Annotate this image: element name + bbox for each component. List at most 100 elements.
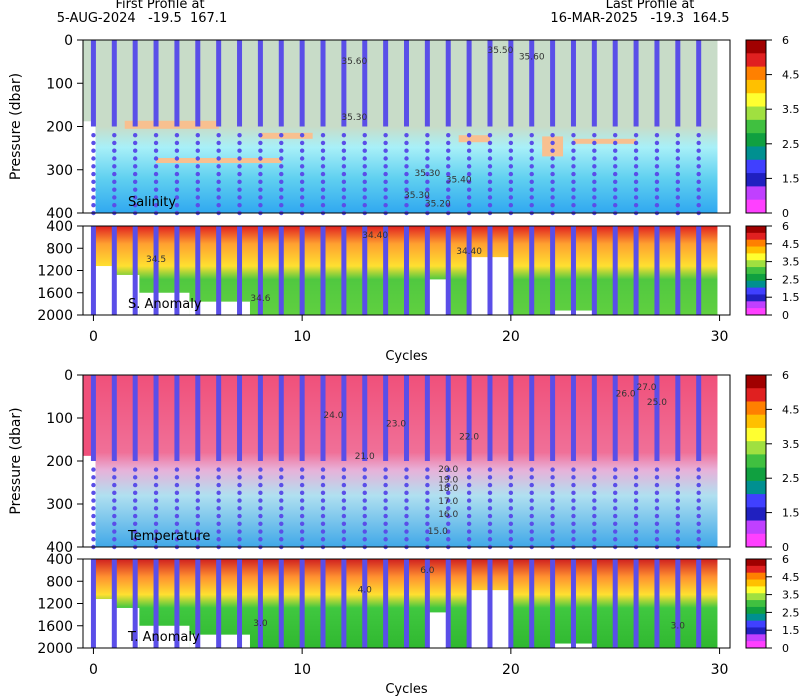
profile-dot bbox=[696, 203, 701, 208]
profile-dot bbox=[237, 140, 242, 146]
profile-dot bbox=[675, 164, 681, 169]
profile-dot bbox=[383, 498, 388, 503]
colorbar-swatch bbox=[746, 613, 766, 622]
profile-dot bbox=[633, 148, 639, 153]
profile-dot bbox=[279, 513, 284, 519]
profile-dot bbox=[299, 498, 305, 503]
profile-dot bbox=[529, 537, 534, 542]
profile-dot bbox=[153, 475, 159, 480]
profile-dot bbox=[487, 529, 493, 534]
field bbox=[427, 612, 449, 648]
profile bbox=[320, 375, 326, 550]
profile-dot bbox=[132, 467, 138, 472]
profile-dot bbox=[174, 513, 180, 519]
profile-dot bbox=[550, 513, 555, 519]
profile-dot bbox=[258, 475, 263, 480]
profile-dot bbox=[91, 482, 96, 488]
profile-dot bbox=[299, 156, 305, 161]
profile-dot bbox=[529, 148, 534, 153]
profile-dot bbox=[425, 203, 430, 208]
colorbar-swatch bbox=[746, 441, 766, 455]
profile-dot bbox=[592, 179, 597, 185]
profile-dot bbox=[675, 506, 681, 511]
y-tick-label: 400 bbox=[46, 206, 73, 222]
profile-dot bbox=[279, 179, 284, 185]
profile-dot bbox=[508, 140, 514, 146]
profile-dot bbox=[383, 164, 388, 169]
profile-dot bbox=[487, 179, 493, 185]
profile-dot bbox=[237, 195, 242, 200]
y-tick-label: 1600 bbox=[37, 286, 73, 302]
profile-dot bbox=[237, 164, 242, 169]
contour-label: 34.40 bbox=[362, 231, 388, 241]
colorbar-swatch bbox=[746, 593, 766, 601]
colorbar-swatch bbox=[746, 119, 766, 134]
profile-dot bbox=[195, 537, 200, 542]
colorbar-swatch bbox=[746, 253, 766, 261]
x-tick-label: 10 bbox=[293, 329, 311, 345]
profile-dot bbox=[425, 195, 430, 200]
profile bbox=[445, 375, 451, 550]
profile-dot bbox=[320, 140, 326, 146]
profile-dot bbox=[571, 490, 576, 496]
profile-dot bbox=[633, 529, 639, 534]
profile bbox=[591, 40, 597, 216]
colorbar-swatch bbox=[746, 159, 766, 174]
profile-dot bbox=[529, 482, 534, 488]
profile-dot bbox=[132, 506, 138, 511]
profile-dot bbox=[91, 195, 96, 200]
profile bbox=[174, 375, 180, 550]
profile-dot bbox=[383, 537, 388, 542]
colorbar-tick-label: 2.5 bbox=[782, 472, 800, 485]
profile-dot bbox=[654, 156, 660, 161]
y-tick-label: 200 bbox=[46, 454, 73, 470]
profile-dot bbox=[362, 490, 367, 496]
profile-dot bbox=[613, 195, 618, 200]
colorbar-swatch bbox=[746, 388, 766, 402]
profile-dot bbox=[592, 482, 597, 488]
colorbar-swatch bbox=[746, 533, 766, 548]
profile-dot bbox=[404, 203, 409, 208]
profile-dot bbox=[112, 467, 117, 472]
profile-dot bbox=[654, 203, 660, 208]
profile-dot bbox=[341, 156, 347, 161]
profile-dot bbox=[404, 498, 409, 503]
profile-dot bbox=[675, 529, 681, 534]
profile-dot bbox=[174, 506, 180, 511]
profile-dot bbox=[550, 156, 555, 161]
profile-dot bbox=[112, 164, 117, 169]
profile-dot bbox=[571, 529, 576, 534]
profile-dot bbox=[112, 475, 117, 480]
profile-dot bbox=[174, 195, 180, 200]
colorbar-swatch bbox=[746, 173, 766, 187]
profile-dot bbox=[153, 164, 159, 169]
profile-dot bbox=[613, 513, 618, 519]
profile-dot bbox=[299, 490, 305, 496]
profile-dot bbox=[487, 467, 493, 472]
profile-dot bbox=[132, 164, 138, 169]
profile-dot bbox=[216, 132, 221, 138]
colorbar-swatch bbox=[746, 260, 766, 268]
profile bbox=[529, 375, 535, 550]
profile-dot bbox=[320, 179, 326, 185]
profile-dot bbox=[613, 490, 618, 496]
profile-dot bbox=[279, 521, 284, 526]
colorbar-tick-label: 0 bbox=[782, 309, 789, 322]
profile-dot bbox=[341, 195, 347, 200]
colorbar-tick-label: 3.5 bbox=[782, 256, 800, 269]
profile-dot bbox=[633, 164, 639, 169]
profile-dot bbox=[258, 132, 263, 138]
profile-dot bbox=[341, 537, 347, 542]
profile bbox=[341, 375, 347, 550]
profile-dot bbox=[258, 164, 263, 169]
profile-dot bbox=[571, 482, 576, 488]
profile-dot bbox=[487, 164, 493, 169]
profile-dot bbox=[466, 132, 472, 138]
profile-dot bbox=[216, 156, 221, 161]
profile-dot bbox=[320, 132, 326, 138]
profile-dot bbox=[112, 171, 117, 177]
profile-dot bbox=[341, 148, 347, 153]
profile-dot bbox=[216, 467, 221, 472]
profile-dot bbox=[425, 467, 430, 472]
